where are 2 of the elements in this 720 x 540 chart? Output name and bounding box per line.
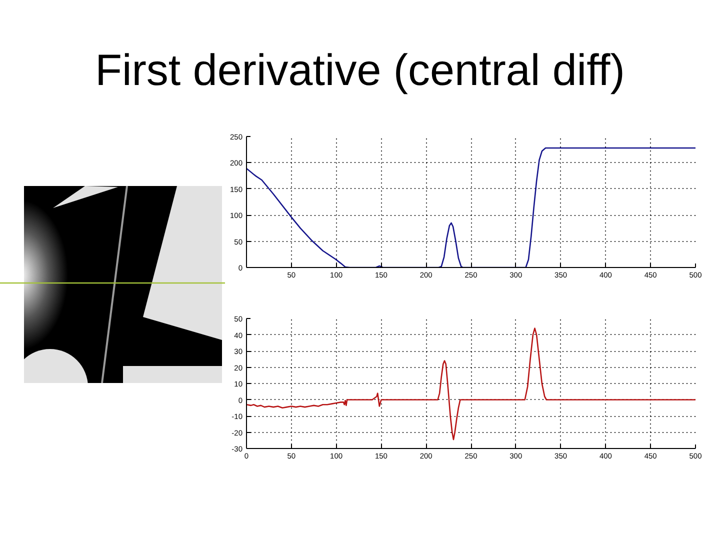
chart-title: First derivative (central diff) xyxy=(95,45,625,97)
line-series xyxy=(246,328,696,440)
